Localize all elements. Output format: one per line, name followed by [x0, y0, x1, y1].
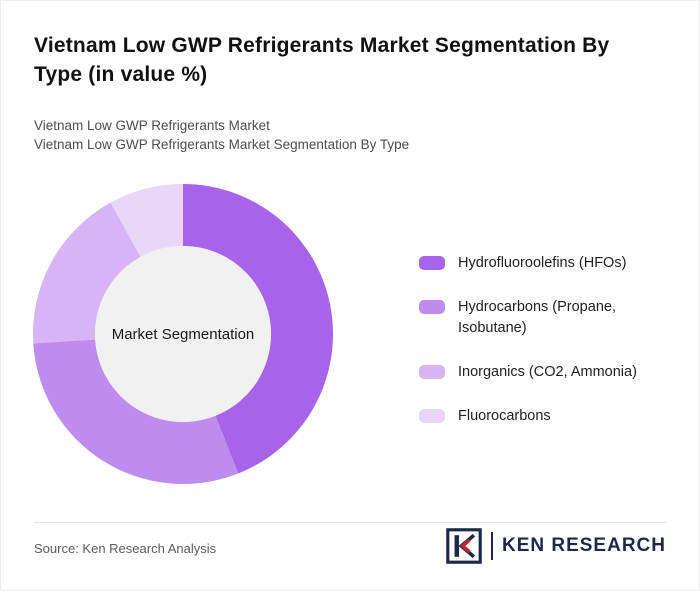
page-title: Vietnam Low GWP Refrigerants Market Segm… [34, 34, 610, 86]
donut-segment [183, 184, 333, 474]
legend-swatch [419, 365, 445, 379]
legend-label: Hydrocarbons (Propane, Isobutane) [458, 299, 616, 336]
donut-center-circle [95, 246, 271, 422]
legend-swatch [419, 300, 445, 314]
legend-item: Hydrocarbons (Propane, Isobutane) [419, 297, 669, 339]
donut-chart: Market Segmentation [33, 184, 333, 484]
legend-swatch [419, 256, 445, 270]
legend-item: Fluorocarbons [419, 406, 669, 427]
legend-label: Fluorocarbons [458, 408, 551, 424]
footer-divider [34, 522, 666, 523]
legend-swatch [419, 409, 445, 423]
source-text: Source: Ken Research Analysis [34, 541, 217, 556]
subtitle-line-1: Vietnam Low GWP Refrigerants Market [34, 118, 270, 133]
ken-research-logo: KEN RESEARCH [446, 528, 666, 564]
legend: Hydrofluoroolefins (HFOs) Hydrocarbons (… [419, 253, 669, 427]
logo-separator [490, 532, 493, 560]
legend-item: Hydrofluoroolefins (HFOs) [419, 253, 669, 274]
legend-item: Inorganics (CO2, Ammonia) [419, 362, 669, 383]
donut-segment [33, 339, 239, 484]
donut-segment [33, 202, 141, 344]
subtitle-line-2: Vietnam Low GWP Refrigerants Market Segm… [34, 137, 410, 152]
donut-segment [110, 184, 183, 257]
subtitle-block: Vietnam Low GWP Refrigerants Market Viet… [34, 116, 654, 154]
donut-chart-svg [33, 184, 333, 484]
logo-text: KEN RESEARCH [501, 535, 666, 556]
legend-label: Inorganics (CO2, Ammonia) [458, 364, 637, 380]
ken-research-k-icon [446, 528, 482, 564]
legend-label: Hydrofluoroolefins (HFOs) [458, 255, 627, 271]
